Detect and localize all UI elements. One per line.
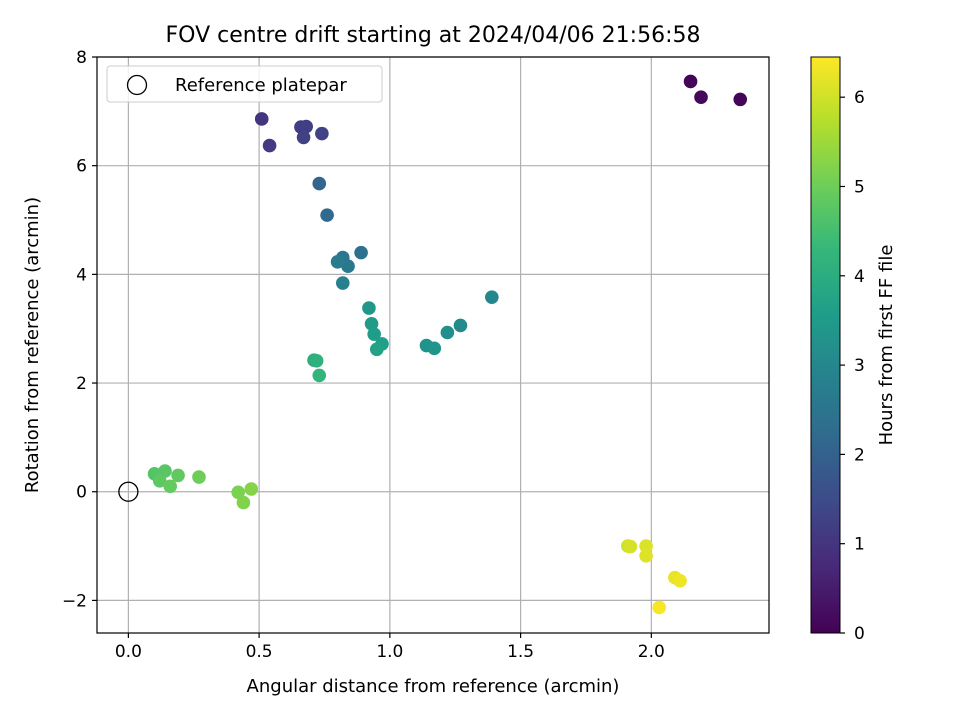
colorbar-label: Hours from first FF file: [876, 245, 897, 446]
data-point: [369, 342, 384, 357]
colorbar-gradient: [810, 56, 841, 634]
legend-marker-icon: [126, 74, 148, 96]
data-point: [152, 474, 167, 488]
data-point: [335, 276, 350, 290]
data-point: [296, 130, 311, 145]
data-point: [652, 600, 666, 615]
data-point: [694, 90, 708, 105]
data-point: [231, 485, 245, 500]
y-tick-label: 2: [76, 374, 87, 394]
data-point: [309, 353, 324, 368]
x-axis: 0.0 0.5 1.0 1.5 2.0: [115, 633, 665, 662]
data-point: [639, 549, 653, 563]
y-tick-label: 8: [76, 48, 87, 68]
data-point: [315, 126, 329, 141]
data-point: [683, 74, 698, 89]
y-axis: −2 0 2 4 6 8: [62, 48, 97, 611]
x-axis-label: Angular distance from reference (arcmin): [247, 676, 620, 697]
x-tick-label: 1.5: [507, 642, 534, 662]
data-point: [254, 112, 269, 126]
data-point: [299, 119, 313, 134]
reference-platepar-marker: [118, 481, 139, 502]
data-point: [312, 176, 327, 191]
data-point: [236, 495, 251, 510]
colorbar-tick-label: 2: [854, 445, 865, 465]
plot-frame: [96, 56, 770, 634]
colorbar-tick-label: 1: [854, 535, 865, 555]
colorbar-ticks: 0 1 2 3 4 5 6: [840, 88, 865, 644]
data-point: [639, 539, 653, 553]
data-point: [171, 468, 185, 483]
data-point: [485, 290, 499, 304]
data-point: [163, 479, 178, 494]
data-point: [330, 255, 345, 269]
data-point: [733, 92, 748, 107]
y-axis-label: Rotation from reference (arcmin): [22, 197, 43, 493]
x-tick-label: 0.0: [115, 642, 142, 662]
x-tick-label: 1.0: [376, 642, 403, 662]
data-point: [362, 301, 376, 315]
legend-box: [106, 65, 383, 103]
colorbar-tick-label: 0: [854, 624, 865, 644]
legend-entry-reference: Reference platepar: [175, 75, 347, 96]
y-tick-label: −2: [62, 591, 87, 611]
data-point: [312, 368, 327, 383]
data-point: [262, 138, 277, 153]
data-point: [427, 341, 442, 356]
data-point: [623, 539, 638, 554]
data-point: [367, 327, 381, 341]
x-tick-label: 2.0: [638, 642, 665, 662]
y-tick-label: 0: [76, 483, 87, 503]
data-point: [244, 482, 259, 496]
data-point: [354, 245, 368, 260]
data-points: [147, 74, 748, 615]
data-point: [341, 259, 355, 274]
y-tick-label: 4: [76, 265, 87, 285]
data-point: [453, 318, 468, 333]
data-point: [673, 574, 687, 588]
data-point: [440, 325, 455, 340]
colorbar-tick-label: 4: [854, 267, 865, 287]
legend: Reference platepar: [106, 65, 383, 103]
data-point: [192, 470, 206, 484]
colorbar-tick-label: 5: [854, 177, 865, 197]
colorbar: 0 1 2 3 4 5 6 Hours from first FF file: [810, 56, 897, 644]
colorbar-tick-label: 6: [854, 88, 865, 108]
x-tick-label: 0.5: [246, 642, 273, 662]
chart-title: FOV centre drift starting at 2024/04/06 …: [166, 23, 701, 48]
colorbar-tick-label: 3: [854, 356, 865, 376]
data-point: [364, 317, 379, 331]
data-point: [320, 208, 334, 222]
y-tick-label: 6: [76, 157, 87, 177]
